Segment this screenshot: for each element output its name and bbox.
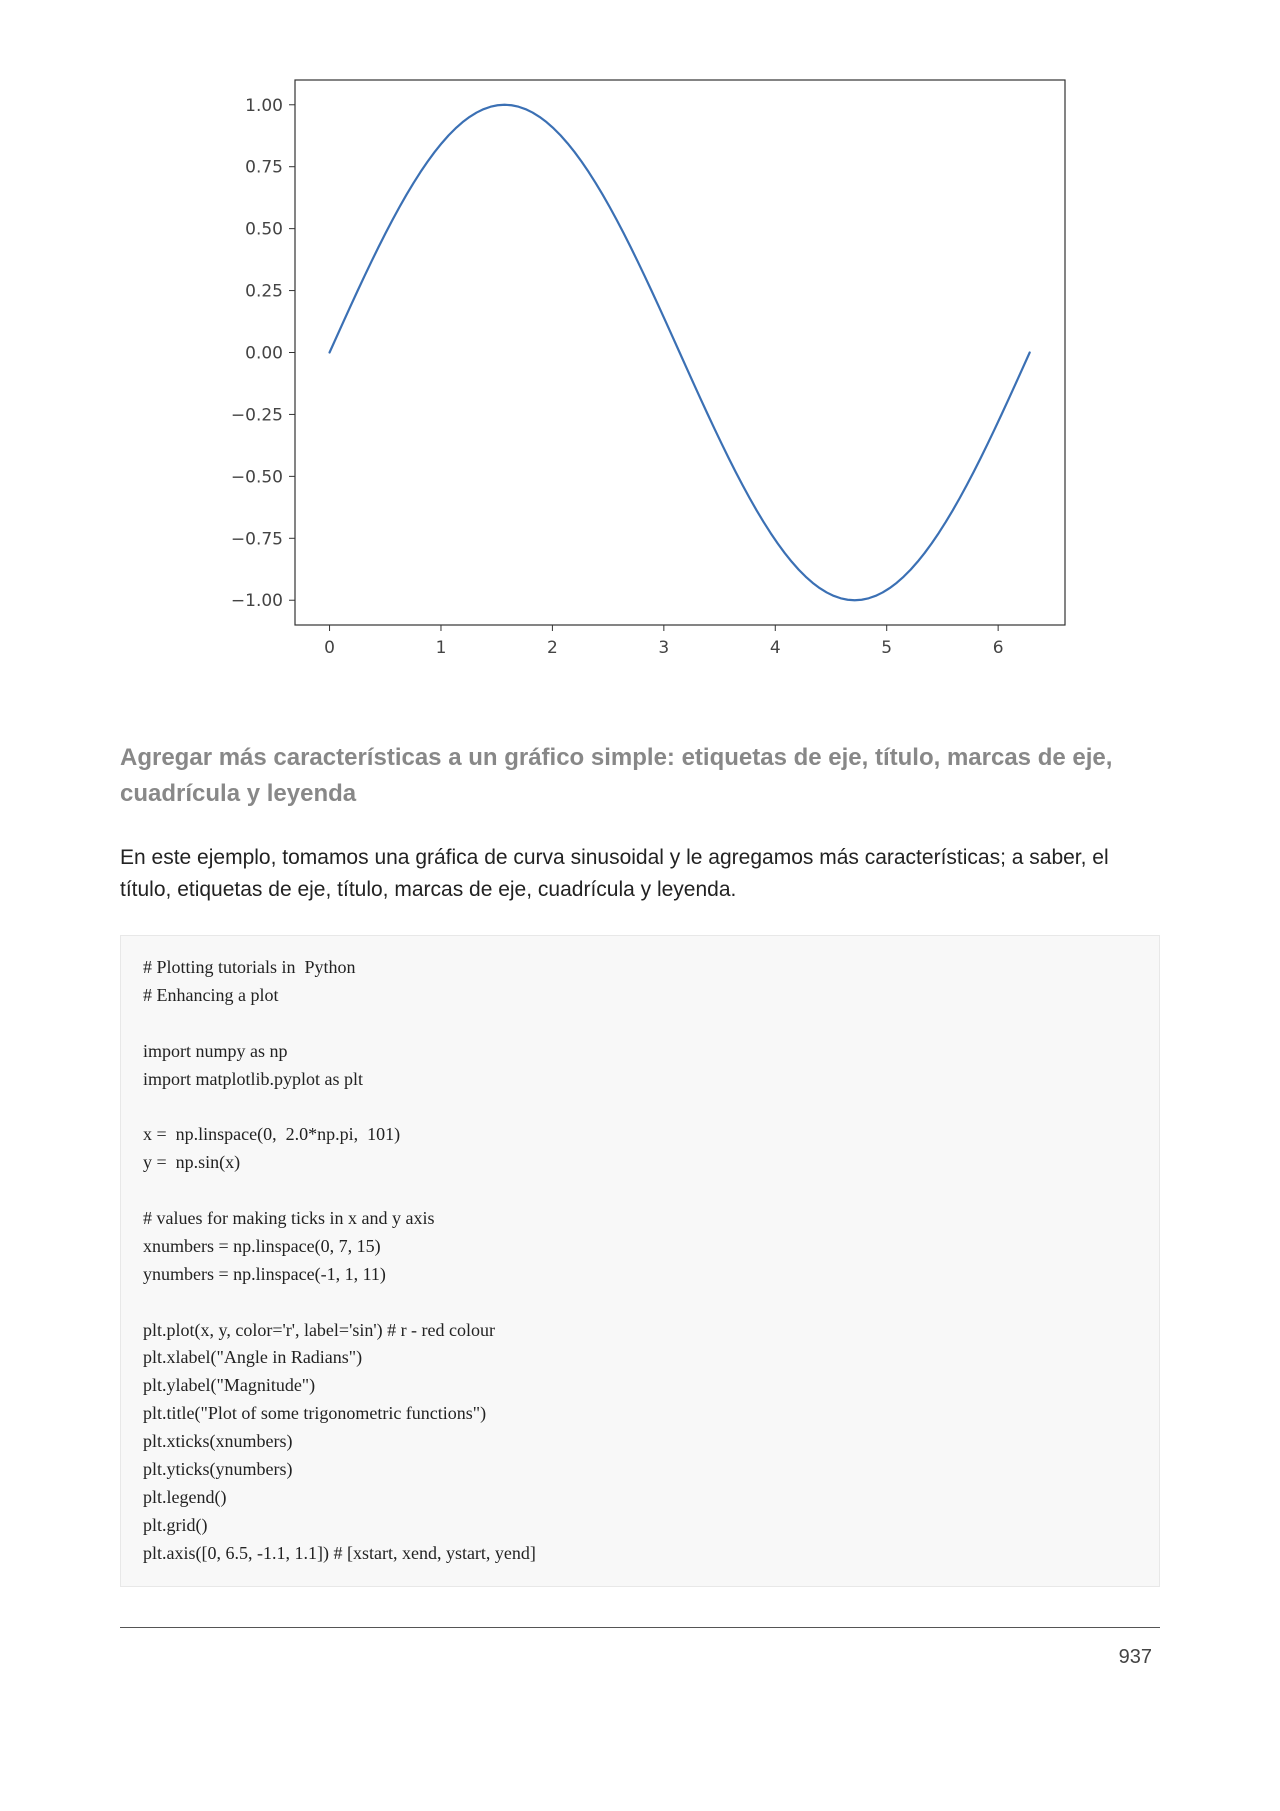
- svg-text:−0.50: −0.50: [231, 467, 283, 487]
- svg-text:3: 3: [658, 638, 669, 658]
- svg-text:0.00: 0.00: [245, 344, 283, 364]
- svg-text:0.75: 0.75: [245, 158, 283, 178]
- svg-text:−1.00: −1.00: [231, 591, 283, 611]
- svg-text:6: 6: [993, 638, 1004, 658]
- svg-text:4: 4: [770, 638, 781, 658]
- svg-text:−0.25: −0.25: [231, 405, 283, 425]
- svg-text:−0.75: −0.75: [231, 529, 283, 549]
- svg-text:0.50: 0.50: [245, 220, 283, 240]
- code-block: # Plotting tutorials in Python # Enhanci…: [120, 935, 1160, 1587]
- footer-rule: [120, 1627, 1160, 1628]
- intro-paragraph: En este ejemplo, tomamos una gráfica de …: [120, 842, 1160, 905]
- svg-text:1.00: 1.00: [245, 96, 283, 116]
- page-number: 937: [120, 1646, 1160, 1669]
- document-page: 0 1 2 3 4 5 6 −1.00 −0.75 −0.50 −0.25 0.00 0.25 0.50 0…: [0, 0, 1280, 1709]
- section-heading: Agregar más características a un gráfico…: [120, 740, 1160, 812]
- svg-text:1: 1: [436, 638, 447, 658]
- svg-text:0.25: 0.25: [245, 282, 283, 302]
- line-chart-svg: 0 1 2 3 4 5 6 −1.00 −0.75 −0.50 −0.25 0.00 0.25 0.50 0…: [190, 60, 1090, 680]
- svg-text:0: 0: [324, 638, 335, 658]
- svg-text:2: 2: [547, 638, 558, 658]
- sine-chart: 0 1 2 3 4 5 6 −1.00 −0.75 −0.50 −0.25 0.00 0.25 0.50 0…: [190, 60, 1090, 680]
- svg-text:5: 5: [881, 638, 892, 658]
